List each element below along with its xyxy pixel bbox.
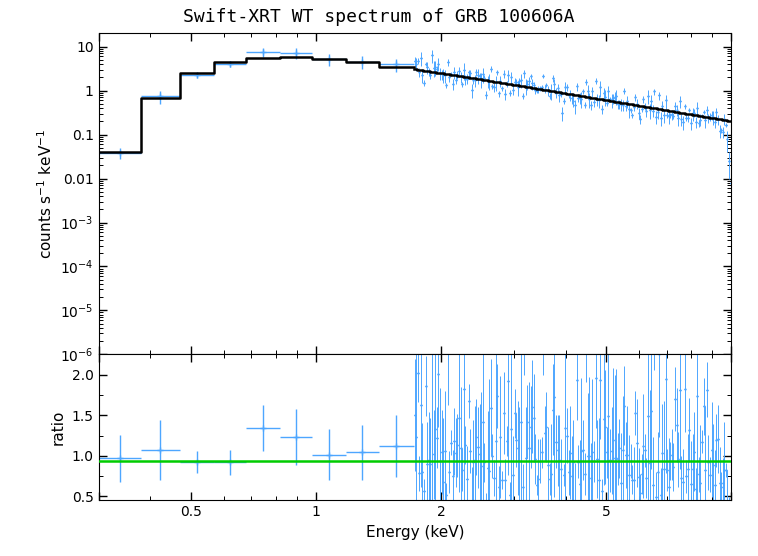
Text: Swift-XRT WT spectrum of GRB 100606A: Swift-XRT WT spectrum of GRB 100606A	[183, 8, 575, 26]
Y-axis label: ratio: ratio	[51, 410, 66, 445]
X-axis label: Energy (keV): Energy (keV)	[366, 525, 464, 540]
Y-axis label: counts s$^{-1}$ keV$^{-1}$: counts s$^{-1}$ keV$^{-1}$	[36, 128, 55, 259]
